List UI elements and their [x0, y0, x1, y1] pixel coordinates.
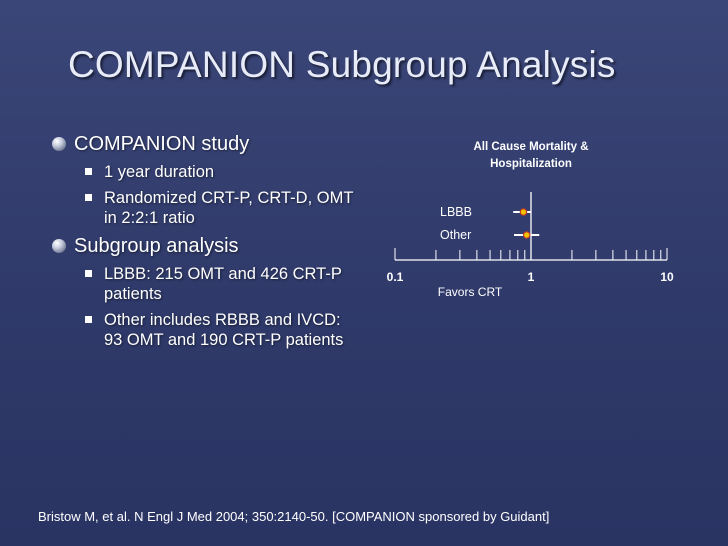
bullet-subgroup: Subgroup analysis [52, 234, 362, 258]
sub-bullet-other-text: Other includes RBBB and IVCD: 93 OMT and… [104, 311, 344, 349]
bullet-group-subgroup: Subgroup analysis LBBB: 215 OMT and 426 … [52, 234, 362, 350]
bullet-subgroup-text: Subgroup analysis [74, 235, 239, 257]
square-bullet-icon [85, 194, 92, 201]
citation: Bristow M, et al. N Engl J Med 2004; 350… [38, 509, 550, 524]
sub-bullet-lbbb: LBBB: 215 OMT and 426 CRT-P patients [52, 264, 362, 304]
sub-bullet-randomized: Randomized CRT-P, CRT-D, OMT in 2:2:1 ra… [52, 188, 362, 228]
forest-row-other: Other [440, 228, 540, 242]
tick-label: 1 [528, 270, 535, 284]
sub-bullet-duration-text: 1 year duration [104, 163, 215, 181]
point-estimate [519, 208, 528, 216]
sub-bullet-other: Other includes RBBB and IVCD: 93 OMT and… [52, 310, 362, 350]
point-estimate [522, 231, 531, 239]
x-axis-label: Favors CRT [438, 285, 503, 299]
bullet-study-text: COMPANION study [74, 133, 250, 155]
square-bullet-icon [85, 168, 92, 175]
bullet-study: COMPANION study [52, 132, 362, 156]
chart-title-line-1: All Cause Mortality & [473, 141, 588, 153]
chart-title-line-2: Hospitalization [490, 158, 572, 170]
sub-bullet-duration: 1 year duration [52, 162, 362, 182]
tick-label: 10 [660, 270, 674, 284]
row-label: LBBB [440, 205, 472, 219]
sub-bullet-randomized-text: Randomized CRT-P, CRT-D, OMT in 2:2:1 ra… [104, 189, 354, 227]
row-label: Other [440, 228, 471, 242]
bullet-group-study: COMPANION study 1 year duration Randomiz… [52, 132, 362, 228]
sub-bullet-lbbb-text: LBBB: 215 OMT and 426 CRT-P patients [104, 265, 342, 303]
forest-rows: LBBB Other [440, 205, 540, 242]
x-axis: 0.1 1 10 [387, 192, 674, 284]
forest-row-lbbb: LBBB [440, 205, 531, 219]
square-bullet-icon [85, 270, 92, 277]
square-bullet-icon [85, 316, 92, 323]
slide-title: COMPANION Subgroup Analysis [68, 44, 616, 85]
tick-label: 0.1 [387, 270, 404, 284]
sphere-bullet-icon [52, 239, 66, 253]
bullet-list: COMPANION study 1 year duration Randomiz… [52, 132, 362, 356]
sphere-bullet-icon [52, 137, 66, 151]
